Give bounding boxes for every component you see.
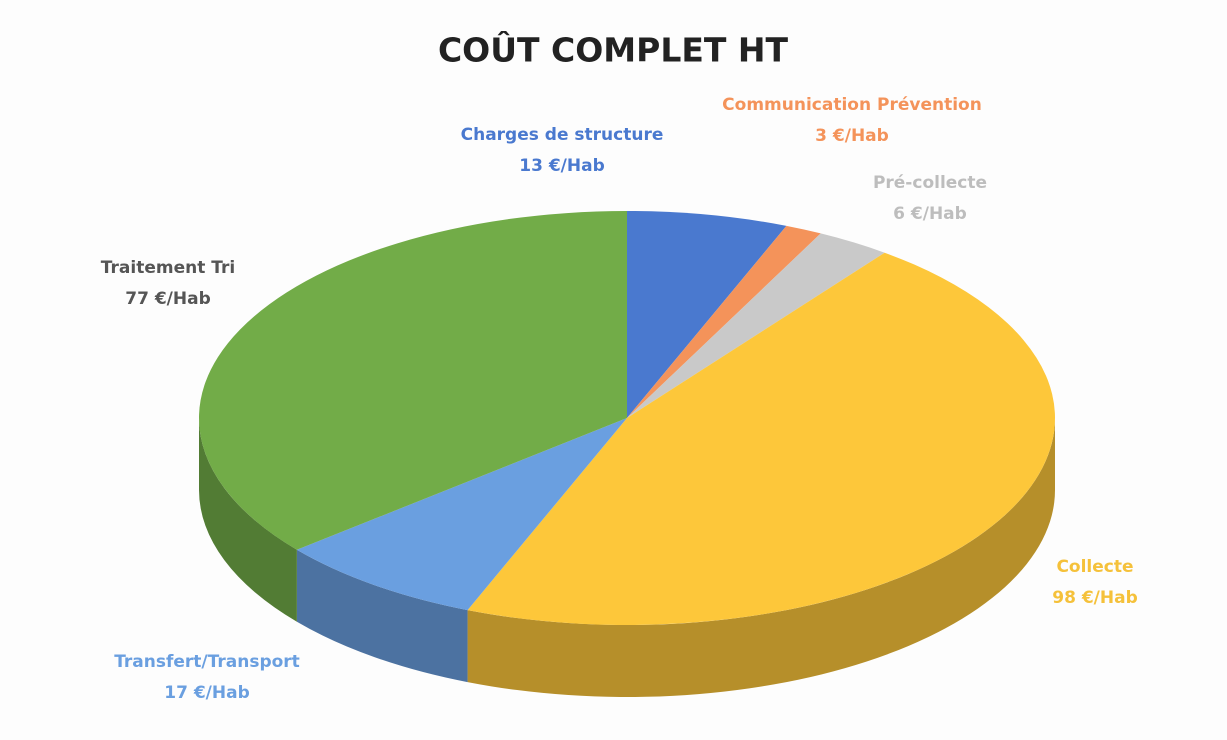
slice-label: Pré-collecte — [873, 173, 987, 193]
slice-side — [467, 418, 1055, 697]
slice-side — [199, 418, 297, 622]
slice — [627, 233, 885, 418]
slice-label: Communication Prévention — [722, 95, 982, 115]
slice — [199, 211, 627, 550]
value-label: 17 €/Hab — [164, 683, 249, 703]
slice-side — [296, 549, 468, 683]
slice — [627, 211, 787, 418]
value-label: 3 €/Hab — [815, 126, 889, 146]
value-label: 98 €/Hab — [1052, 588, 1137, 608]
slice — [296, 418, 627, 611]
slice-label: Collecte — [1056, 557, 1133, 577]
chart-title: COÛT COMPLET HT — [438, 30, 789, 70]
slice — [627, 225, 821, 418]
slice-label: Charges de structure — [461, 125, 664, 145]
slice — [467, 252, 1055, 625]
slice-label: Traitement Tri — [101, 258, 235, 278]
value-label: 77 €/Hab — [125, 289, 210, 309]
slice-label: Transfert/Transport — [114, 652, 300, 672]
value-label: 6 €/Hab — [893, 204, 967, 224]
value-label: 13 €/Hab — [519, 156, 604, 176]
